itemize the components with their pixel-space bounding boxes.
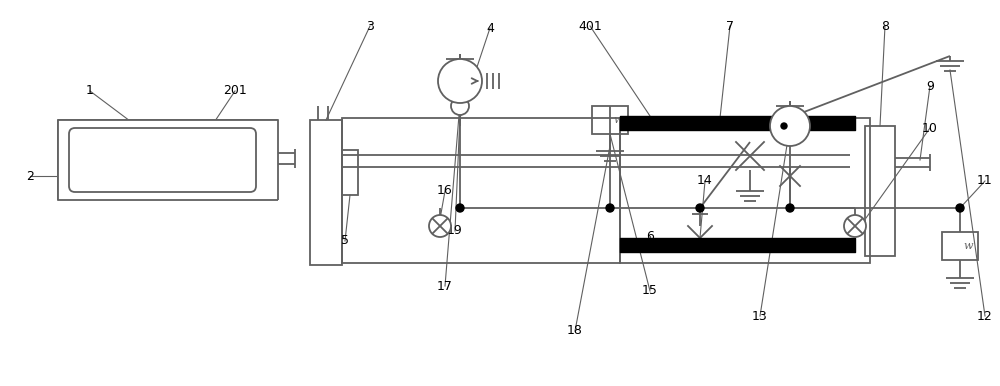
Bar <box>342 150 358 195</box>
Circle shape <box>781 123 787 129</box>
Circle shape <box>696 204 704 212</box>
Text: 3: 3 <box>366 20 374 32</box>
Text: 401: 401 <box>578 20 602 32</box>
Circle shape <box>844 215 866 237</box>
Text: 13: 13 <box>752 310 768 322</box>
Bar <box>592 106 628 134</box>
Text: 6: 6 <box>646 230 654 242</box>
Text: 18: 18 <box>567 325 583 337</box>
Text: 16: 16 <box>437 185 453 198</box>
Bar <box>342 118 620 263</box>
Circle shape <box>770 106 810 146</box>
Circle shape <box>456 204 464 212</box>
Circle shape <box>451 97 469 115</box>
Bar <box>620 118 870 263</box>
Bar <box>58 120 278 200</box>
Text: 8: 8 <box>881 20 889 32</box>
Bar <box>942 232 978 260</box>
Circle shape <box>429 215 451 237</box>
Text: 1: 1 <box>86 85 94 98</box>
Text: w: w <box>963 241 973 251</box>
Text: 10: 10 <box>922 122 938 134</box>
Bar <box>58 120 278 200</box>
Text: 5: 5 <box>341 235 349 247</box>
Text: 12: 12 <box>977 310 993 322</box>
Text: 2: 2 <box>26 169 34 183</box>
Text: 7: 7 <box>726 20 734 32</box>
Text: 4: 4 <box>486 22 494 34</box>
Text: 17: 17 <box>437 279 453 293</box>
Text: 11: 11 <box>977 174 993 188</box>
Text: 19: 19 <box>447 225 463 237</box>
Text: 9: 9 <box>926 80 934 93</box>
FancyBboxPatch shape <box>69 128 256 192</box>
Text: 14: 14 <box>697 174 713 188</box>
Bar <box>310 120 342 265</box>
Circle shape <box>956 204 964 212</box>
Text: 201: 201 <box>223 85 247 98</box>
Text: 15: 15 <box>642 284 658 298</box>
Text: w: w <box>613 115 623 125</box>
Circle shape <box>786 204 794 212</box>
Bar <box>865 126 895 256</box>
Circle shape <box>606 204 614 212</box>
Circle shape <box>438 59 482 103</box>
